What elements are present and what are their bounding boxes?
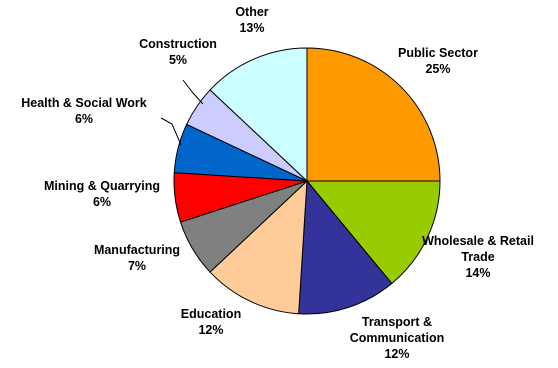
slice-label-wholesale-and-retail-trade: Wholesale & Retail Trade 14% xyxy=(422,234,534,280)
slice-percent: 14% xyxy=(465,266,490,280)
pie-slice-wholesale-and-retail-trade xyxy=(305,180,441,285)
pie-slice-other xyxy=(209,47,308,183)
slice-category: Health & Social Work xyxy=(21,96,147,110)
slice-category: Education xyxy=(181,307,241,321)
leader-lines-layer xyxy=(160,79,204,146)
slice-category: Trade xyxy=(461,250,494,264)
slice-label-other: Other 13% xyxy=(235,5,268,35)
leader-line-construction xyxy=(182,79,204,105)
slice-label-health-and-social-work: Health & Social Work 6% xyxy=(21,96,147,126)
slice-percent: 12% xyxy=(198,323,223,337)
slice-percent: 6% xyxy=(75,112,93,126)
slices-layer xyxy=(173,47,441,315)
slice-category: Public Sector xyxy=(398,46,478,60)
slice-label-transport-and-communication: Transport & Communication 12% xyxy=(350,315,444,361)
pie-slice-transport-and-communication xyxy=(298,179,393,315)
slice-label-manufacturing: Manufacturing 7% xyxy=(94,243,180,273)
labels-layer: Public Sector 25% Wholesale & Retail Trade 1… xyxy=(21,5,534,361)
slice-percent: 5% xyxy=(169,53,187,67)
slice-label-education: Education 12% xyxy=(181,307,241,337)
slice-label-public-sector: Public Sector 25% xyxy=(398,46,478,76)
slice-category: Wholesale & Retail xyxy=(422,234,534,248)
slice-label-construction: Construction 5% xyxy=(139,37,217,67)
slice-percent: 6% xyxy=(93,195,111,209)
slice-percent: 7% xyxy=(128,259,146,273)
slice-category: Other xyxy=(235,5,268,19)
slice-label-mining-and-quarrying: Mining & Quarrying 6% xyxy=(44,179,160,209)
pie-slice-public-sector xyxy=(306,47,441,182)
slice-category: Mining & Quarrying xyxy=(44,179,160,193)
slice-percent: 12% xyxy=(384,347,409,361)
slice-category: Manufacturing xyxy=(94,243,180,257)
slice-category: Communication xyxy=(350,331,444,345)
pie-slice-education xyxy=(209,179,308,315)
slice-category: Construction xyxy=(139,37,217,51)
slice-category: Transport & xyxy=(362,315,432,329)
slice-percent: 13% xyxy=(239,21,264,35)
leader-line-health-and-social-work xyxy=(160,117,182,146)
slice-percent: 25% xyxy=(425,62,450,76)
